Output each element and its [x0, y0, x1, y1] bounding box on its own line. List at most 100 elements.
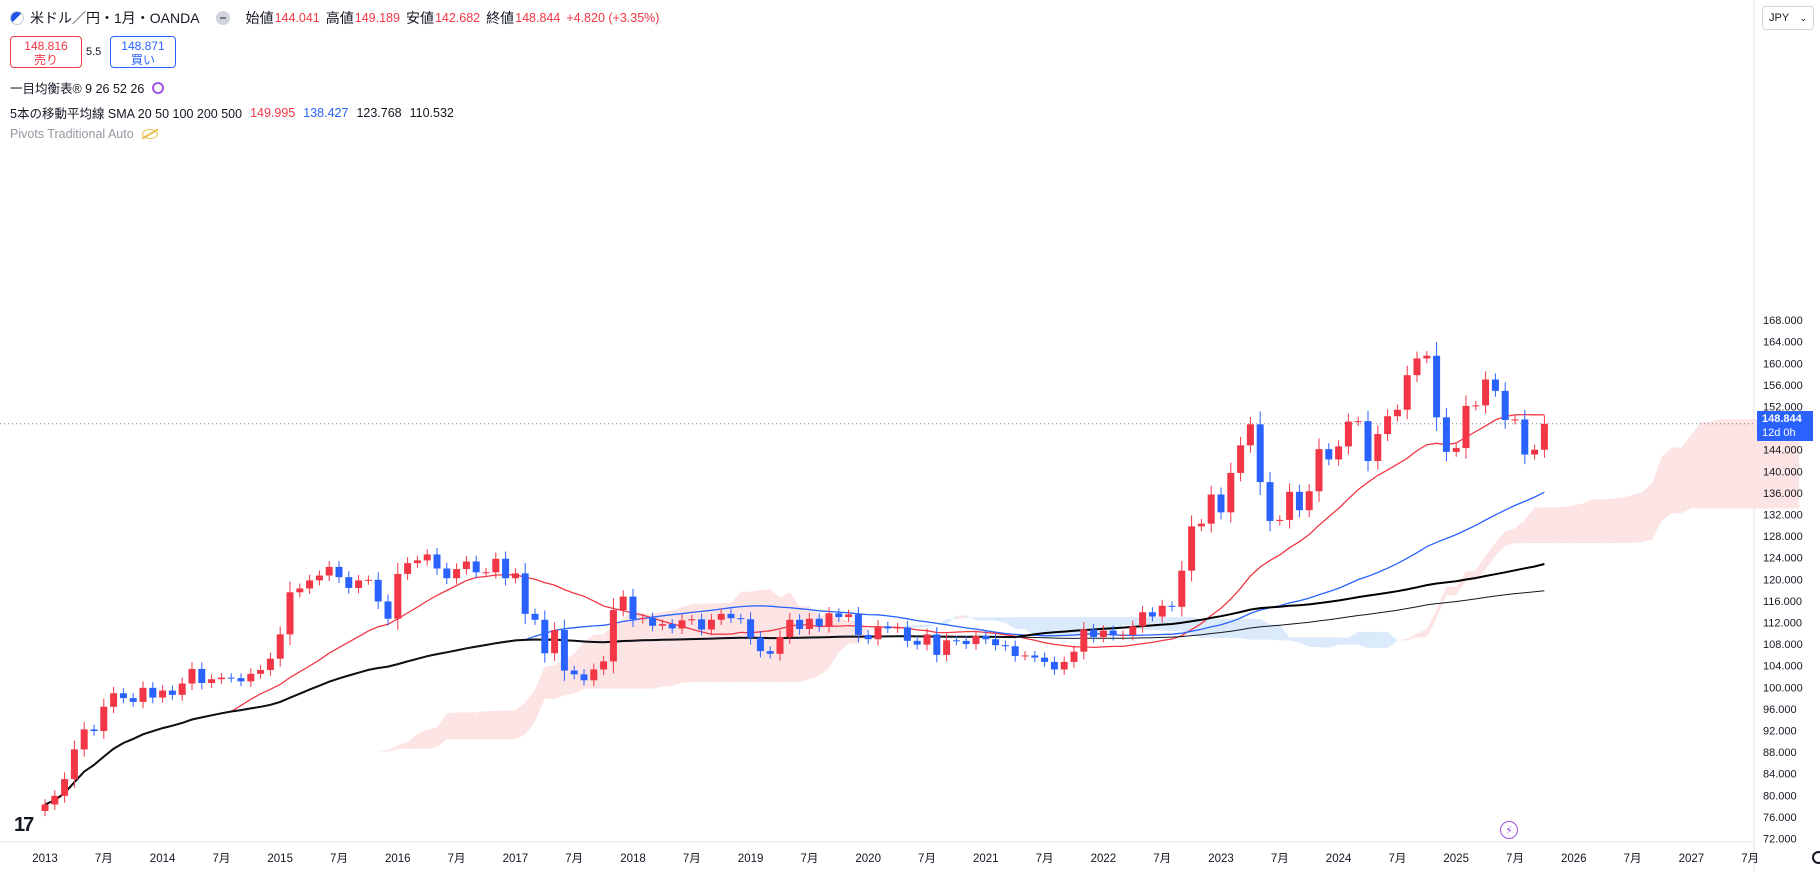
y-tick-label: 160.000: [1763, 358, 1803, 370]
candle-body: [1129, 626, 1137, 635]
cloud-segment: [407, 733, 418, 749]
y-tick-label: 104.000: [1763, 661, 1803, 673]
x-tick-label: 2013: [32, 853, 58, 865]
y-tick-label: 92.000: [1763, 726, 1797, 738]
candle-body: [707, 619, 715, 630]
ichimoku-legend[interactable]: 一目均衡表® 9 26 52 26: [10, 78, 165, 97]
price-axis[interactable]: 72.000 76.000 80.000 84.000 88.000 92.000 96.0…: [1763, 315, 1803, 845]
candle-body: [1433, 355, 1441, 418]
cloud-segment: [427, 727, 437, 749]
candle-body: [80, 729, 88, 750]
sell-button[interactable]: 148.816 売り: [10, 36, 82, 68]
gear-icon[interactable]: [1812, 851, 1820, 864]
candle-body: [815, 618, 823, 627]
x-tick-label: 7月: [1271, 853, 1289, 865]
candle-body: [502, 558, 510, 579]
candle-body: [1344, 421, 1352, 447]
x-tick-label: 7月: [1036, 853, 1054, 865]
time-axis[interactable]: 2013 7月 2014 7月 2015 7月 2016 7月 2017 7月 2018 7月 2019…: [32, 853, 1759, 865]
last-price-value: 148.844: [1762, 412, 1802, 425]
currency-button[interactable]: JPY ⌄: [1762, 6, 1814, 30]
cloud-segment: [1054, 617, 1065, 637]
sell-label: 売り: [33, 53, 58, 67]
cloud-segment: [1524, 507, 1535, 544]
cloud-segment: [1485, 542, 1496, 569]
candle-body: [541, 619, 549, 654]
cloud-segment: [1779, 426, 1790, 509]
cloud-segment: [319, 778, 330, 795]
x-tick-label: 2025: [1443, 853, 1469, 865]
x-tick-label: 7月: [1741, 853, 1759, 865]
last-price-tag: 148.844 12d 0h: [1757, 410, 1813, 441]
candle-body: [217, 677, 225, 680]
candle-body: [472, 561, 480, 573]
cloud-segment: [1671, 447, 1682, 514]
candle-body: [198, 668, 206, 683]
tradingview-logo-icon[interactable]: 17: [14, 814, 34, 836]
candle-body: [41, 804, 49, 811]
cloud-segment: [495, 710, 506, 740]
cloud-segment: [1691, 422, 1702, 509]
cloud-segment: [1250, 618, 1261, 640]
candle-body: [1472, 405, 1480, 407]
candle-body: [1227, 472, 1235, 513]
high-value: 149.189: [354, 11, 400, 25]
cloud-segment: [1417, 629, 1427, 638]
minus-icon[interactable]: [215, 11, 230, 25]
candle-body: [551, 630, 559, 654]
y-tick-label: 164.000: [1763, 337, 1803, 349]
sma-legend[interactable]: 5本の移動平均線 SMA 20 50 100 200 500 149.995 1…: [10, 103, 454, 122]
chevron-down-icon: ⌄: [1799, 12, 1807, 23]
candle-body: [1148, 612, 1156, 617]
candle-body: [286, 592, 294, 635]
candle-body: [1050, 661, 1058, 670]
cloud-segment: [535, 666, 545, 722]
candle-body: [266, 658, 274, 671]
x-tick-label: 2023: [1208, 853, 1234, 865]
candle-body: [923, 634, 931, 645]
candle-body: [345, 577, 353, 588]
cloud-segment: [1760, 419, 1770, 509]
y-tick-label: 100.000: [1763, 682, 1803, 694]
cloud-segment: [1270, 624, 1280, 641]
candle-body: [149, 687, 157, 698]
cloud-segment: [917, 624, 927, 628]
cloud-segment: [1573, 503, 1584, 544]
cloud-segment: [1495, 531, 1506, 556]
candle-body: [119, 693, 127, 699]
cloud-segment: [976, 617, 986, 621]
candle-body: [1237, 445, 1245, 473]
candle-body: [845, 614, 853, 618]
y-tick-label: 144.000: [1763, 445, 1803, 457]
candle-body: [355, 580, 363, 588]
candle-body: [903, 627, 911, 641]
candle-body: [159, 690, 167, 698]
cloud-segment: [633, 609, 643, 689]
x-tick-label: 7月: [1624, 853, 1642, 865]
candle-body: [1178, 570, 1186, 607]
cloud-segment: [1632, 492, 1643, 543]
candle-body: [570, 670, 578, 675]
eye-off-icon[interactable]: [141, 129, 158, 139]
candle-body: [756, 637, 764, 652]
candle-body: [178, 683, 186, 695]
pivots-legend[interactable]: Pivots Traditional Auto: [10, 127, 158, 141]
sma-value-2: 138.427: [303, 105, 349, 120]
sync-icon[interactable]: [152, 81, 165, 94]
cloud-segment: [809, 606, 820, 680]
candle-body: [747, 619, 755, 638]
bolt-icon[interactable]: ⚡: [1500, 821, 1518, 839]
candle-body: [1041, 657, 1049, 662]
cloud-segment: [584, 634, 594, 689]
candle-body: [1109, 630, 1117, 636]
buy-button[interactable]: 148.871 買い: [110, 36, 176, 68]
cloud-segment: [446, 712, 457, 740]
candle-body: [1423, 355, 1431, 359]
candle-body: [1384, 416, 1392, 435]
candle-body: [1158, 605, 1166, 617]
candle-body: [453, 569, 461, 579]
symbol-title[interactable]: 米ドル／円・1月・OANDA: [30, 10, 200, 26]
buy-price: 148.871: [121, 39, 165, 53]
cloud-segment: [378, 750, 388, 752]
